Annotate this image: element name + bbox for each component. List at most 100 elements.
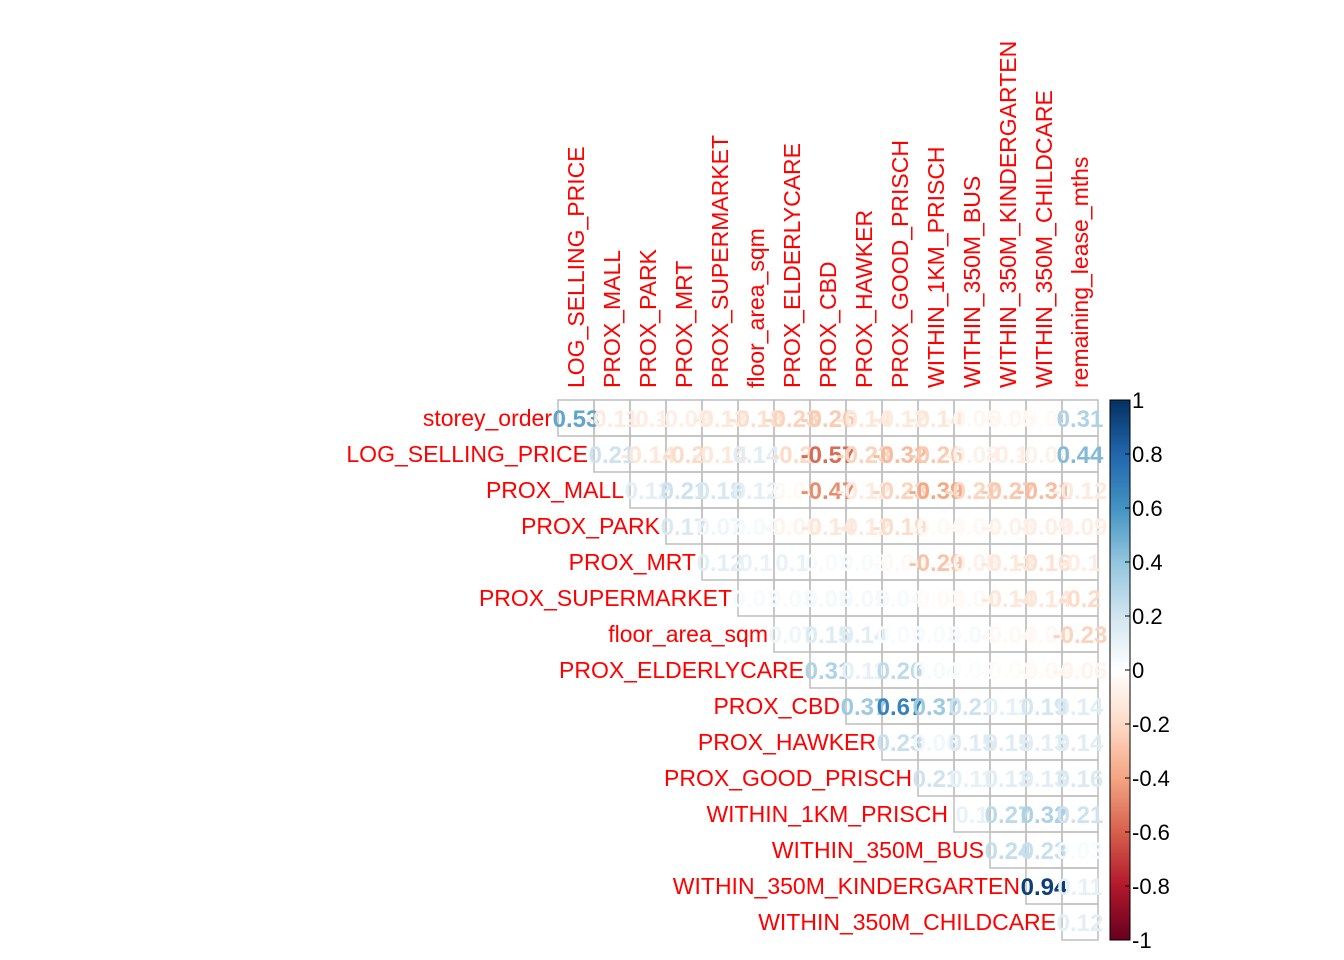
colorbar-tick-label: -0.4 — [1132, 766, 1170, 791]
column-label: PROX_MRT — [671, 261, 697, 388]
correlation-value: -0.2 — [771, 442, 812, 469]
correlation-value: -0.04 — [945, 586, 1000, 613]
correlation-value: 0.11 — [841, 658, 886, 685]
column-labels: LOG_SELLING_PRICE PROX_MALL PROX_PARK PROX_… — [563, 41, 1093, 388]
correlation-value: -0.14 — [837, 406, 892, 433]
correlation-value: 0.67 — [877, 694, 924, 721]
correlation-value: -0.12 — [873, 406, 928, 433]
correlation-value: 0.37 — [913, 694, 960, 721]
correlation-value: -0.14 — [693, 442, 748, 469]
correlation-value: 0.04 — [733, 514, 780, 541]
correlation-value: 0.06 — [913, 730, 960, 757]
colorbar-tick-label: -1 — [1132, 928, 1152, 953]
colorbar-tick-label: 1 — [1132, 388, 1144, 413]
column-label: PROX_PARK — [635, 248, 661, 388]
grid-layer — [557, 399, 1099, 941]
correlation-value: -0.02 — [981, 658, 1036, 685]
correlation-value: 0.18 — [697, 478, 744, 505]
correlation-value: 0.94 — [1021, 874, 1068, 901]
correlation-value: -0.08 — [945, 550, 1000, 577]
correlation-value: -0.09 — [1053, 514, 1108, 541]
colorbar-tick-label: 0.6 — [1132, 496, 1163, 521]
colorbar-tick-label: 0.8 — [1132, 442, 1163, 467]
correlation-value: -0.14 — [801, 514, 856, 541]
correlation-value: -0.2 — [1059, 586, 1100, 613]
correlation-value: 0.1 — [739, 550, 772, 577]
correlation-value: -0.14 — [1017, 586, 1072, 613]
correlation-value: -0.11 — [585, 406, 638, 433]
correlation-value: 0.07 — [769, 622, 816, 649]
correlation-value: -0.18 — [729, 406, 784, 433]
column-label: PROX_HAWKER — [851, 210, 877, 388]
correlation-value: -0.04 — [945, 514, 1000, 541]
row-label: LOG_SELLING_PRICE — [346, 441, 588, 467]
correlation-value: -0.03 — [909, 586, 964, 613]
correlation-value: 0.07 — [697, 514, 744, 541]
column-label: floor_area_sqm — [743, 228, 769, 388]
correlation-value: -0.1 — [1059, 550, 1100, 577]
correlation-value: 0.16 — [1057, 766, 1104, 793]
correlation-value: 0.26 — [877, 658, 924, 685]
colorbar-tick-label: -0.8 — [1132, 874, 1170, 899]
correlation-value: 0.12 — [697, 550, 744, 577]
colorbar-tick-label: 0.4 — [1132, 550, 1163, 575]
colorbar-tick-label: -0.6 — [1132, 820, 1170, 845]
correlation-value: -0.06 — [1053, 658, 1108, 685]
correlation-value: -0.31 — [1017, 478, 1072, 505]
correlation-value: 0.13 — [1021, 730, 1068, 757]
row-label: PROX_SUPERMARKET — [479, 585, 732, 611]
correlation-value: 0.1 — [955, 802, 988, 829]
correlation-value: 0.13 — [985, 766, 1032, 793]
correlation-value: -0.12 — [837, 478, 892, 505]
row-label: WITHIN_350M_BUS — [772, 837, 984, 863]
correlation-value: -0.47 — [801, 478, 856, 505]
correlation-value: -0.12 — [837, 514, 892, 541]
correlation-value: 0.19 — [1021, 694, 1068, 721]
correlation-value: -0.14 — [621, 442, 676, 469]
correlation-value: 0.32 — [1021, 802, 1068, 829]
correlation-value: -0.04 — [1017, 622, 1072, 649]
correlation-value: 0.23 — [1021, 838, 1068, 865]
column-label: PROX_SUPERMARKET — [707, 135, 733, 388]
row-label: PROX_GOOD_PRISCH — [664, 765, 912, 791]
correlation-value: -0.04 — [873, 550, 928, 577]
correlation-value: 0.03 — [877, 622, 924, 649]
column-label: WITHIN_350M_BUS — [959, 176, 985, 388]
color-legend: 1 0.8 0.6 0.4 0.2 0 -0.2 -0.4 -0.6 -0.8 -1 — [1109, 388, 1170, 953]
correlation-value: 0.1 — [775, 550, 808, 577]
correlation-value: -0.13 — [693, 406, 748, 433]
correlation-value: -0.57 — [801, 442, 856, 469]
correlation-value: 0.04 — [877, 586, 924, 613]
column-label: PROX_GOOD_PRISCH — [887, 140, 913, 388]
correlation-value: 0.23 — [877, 730, 924, 757]
row-label: WITHIN_1KM_PRISCH — [706, 801, 948, 827]
correlation-value: -0.2 — [663, 442, 704, 469]
correlation-value: 0.21 — [949, 694, 996, 721]
colorbar — [1110, 400, 1130, 940]
correlation-value: -0.16 — [1017, 550, 1072, 577]
correlation-value: 0.03 — [805, 550, 852, 577]
row-label: floor_area_sqm — [608, 621, 768, 647]
column-label: remaining_lease_mths — [1067, 157, 1093, 388]
correlation-value: 0.03 — [913, 622, 960, 649]
colorbar-tick-label: 0.2 — [1132, 604, 1163, 629]
correlation-value: 0.37 — [841, 694, 888, 721]
correlation-value: -0.1 — [627, 406, 668, 433]
correlation-value: 0.14 — [733, 442, 780, 469]
correlation-value: 0.03 — [733, 586, 780, 613]
column-label: PROX_ELDERLYCARE — [779, 143, 805, 388]
correlation-value: 0.05 — [805, 586, 852, 613]
correlation-value: 0.03 — [841, 550, 888, 577]
correlation-value: 0.15 — [805, 622, 852, 649]
correlation-value: -0.04 — [909, 514, 964, 541]
correlation-value: 0.17 — [661, 514, 708, 541]
colorbar-tick-label: 0 — [1132, 658, 1144, 683]
grid-cell — [1061, 903, 1099, 941]
colorbar-tick-label: -0.2 — [1132, 712, 1170, 737]
correlation-value: -0.26 — [801, 406, 856, 433]
correlation-value: -0.19 — [873, 514, 928, 541]
row-label: PROX_PARK — [521, 513, 661, 539]
correlation-value: -0.09 — [657, 406, 712, 433]
column-label: PROX_MALL — [599, 250, 625, 388]
correlation-value: 0.21 — [661, 478, 708, 505]
